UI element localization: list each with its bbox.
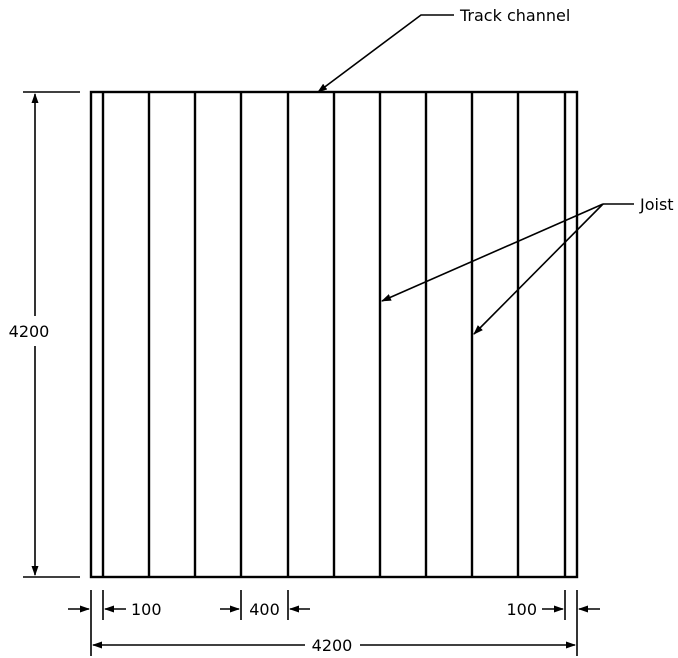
extension-lines	[90, 590, 578, 656]
joists	[101, 92, 567, 577]
track-channel-callout: Track channel	[317, 6, 570, 93]
joist-spacing-label: 400	[249, 600, 280, 619]
left-offset-label: 100	[131, 600, 162, 619]
height-dimension-label: 4200	[9, 322, 50, 341]
right-offset-dimension: 100	[506, 600, 600, 619]
joist-callout: Joist	[381, 195, 674, 335]
height-dimension: 4200	[2, 91, 80, 578]
right-offset-label: 100	[506, 600, 537, 619]
joist-spacing-dimension: 400	[220, 600, 310, 619]
joist-label: Joist	[639, 195, 674, 214]
track-channel-label: Track channel	[459, 6, 570, 25]
width-dimension: 4200	[92, 636, 576, 655]
left-offset-dimension: 100	[68, 600, 162, 619]
width-dimension-label: 4200	[312, 636, 353, 655]
